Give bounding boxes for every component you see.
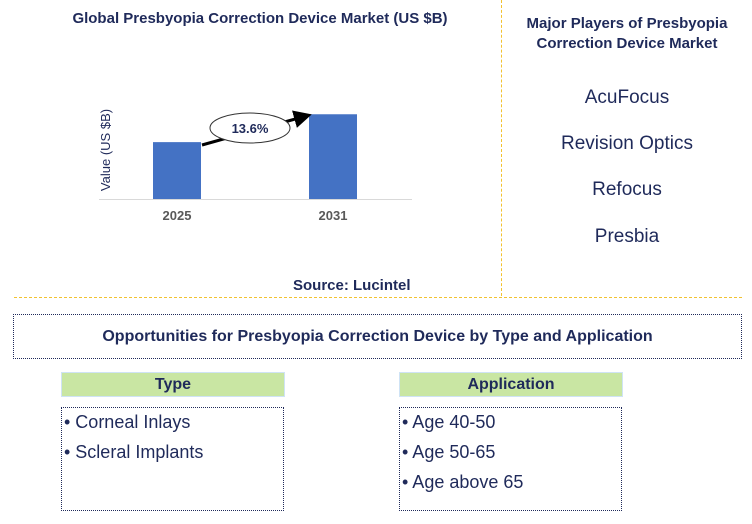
cagr-label: 13.6% bbox=[232, 121, 269, 136]
list-item: • Age 50-65 bbox=[402, 442, 496, 462]
type-header: Type bbox=[61, 372, 285, 397]
vertical-divider bbox=[501, 0, 502, 296]
player-item: Revision Optics bbox=[561, 133, 693, 154]
chart-title: Global Presbyopia Correction Device Mark… bbox=[72, 10, 448, 27]
bar-chart: Value (US $B) 2025 2031 13.6% bbox=[98, 109, 412, 223]
player-item: AcuFocus bbox=[584, 87, 670, 108]
application-header: Application bbox=[399, 372, 623, 397]
bar-2031 bbox=[309, 114, 357, 199]
opportunities-title: Opportunities for Presbyopia Correction … bbox=[13, 314, 742, 359]
player-item: Refocus bbox=[592, 179, 662, 200]
list-item: • Age above 65 bbox=[402, 472, 524, 492]
horizontal-divider bbox=[14, 297, 742, 298]
list-item: • Age 40-50 bbox=[402, 412, 496, 432]
bar-2025 bbox=[153, 142, 201, 199]
list-item: • Corneal Inlays bbox=[64, 412, 191, 432]
list-item: • Scleral Implants bbox=[64, 442, 204, 462]
players-title: Major Players of Presbyopia Correction D… bbox=[526, 15, 728, 52]
x-tick-label: 2025 bbox=[163, 208, 192, 223]
cagr-ellipse bbox=[209, 112, 291, 144]
type-list: • Corneal Inlays • Scleral Implants bbox=[61, 407, 284, 511]
y-axis-label: Value (US $B) bbox=[98, 109, 113, 191]
source-label: Source: Lucintel bbox=[293, 277, 411, 294]
application-list: • Age 40-50 • Age 50-65 • Age above 65 bbox=[399, 407, 622, 511]
x-tick-label: 2031 bbox=[319, 208, 348, 223]
player-item: Presbia bbox=[594, 226, 660, 247]
